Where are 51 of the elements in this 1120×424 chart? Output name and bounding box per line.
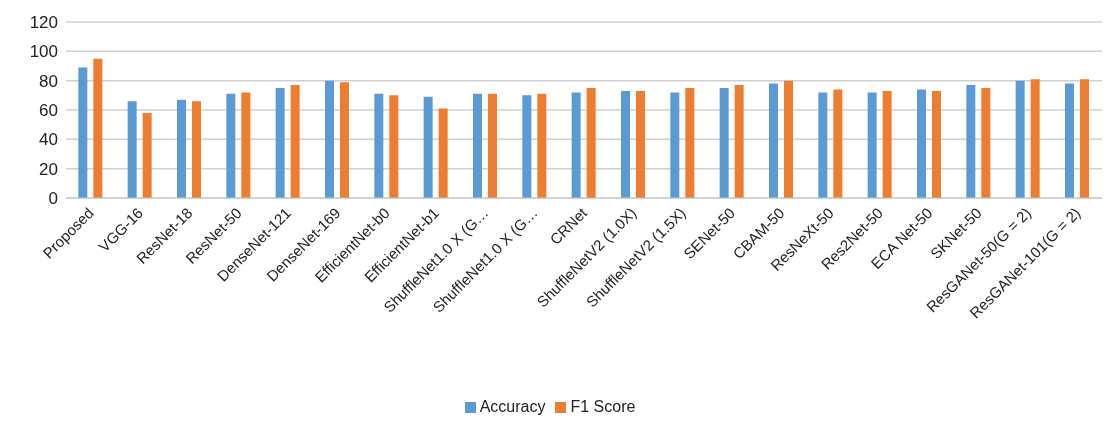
bar	[142, 112, 152, 198]
bar	[488, 93, 497, 198]
bar	[932, 90, 941, 198]
bar	[177, 99, 186, 198]
y-tick-label: 80	[39, 71, 58, 91]
y-tick-label: 100	[29, 42, 58, 62]
bar	[241, 92, 251, 198]
bar	[636, 90, 645, 198]
bar	[1065, 83, 1074, 198]
bar	[78, 67, 88, 198]
bar	[734, 85, 744, 198]
y-tick-label: 120	[29, 13, 58, 33]
y-tick-label: 20	[39, 159, 58, 179]
bar	[784, 80, 793, 198]
bar	[670, 92, 680, 198]
bar	[275, 88, 285, 198]
bar	[586, 88, 596, 198]
y-tick-label: 0	[48, 189, 58, 209]
y-tick-label: 60	[39, 101, 58, 121]
bar	[1030, 79, 1040, 198]
bar	[917, 89, 926, 198]
bar	[882, 90, 892, 198]
bar	[522, 95, 532, 198]
bar	[473, 93, 482, 198]
bar	[192, 101, 201, 198]
bar	[571, 92, 581, 198]
bar	[685, 88, 695, 198]
y-tick-label: 40	[39, 130, 58, 150]
bar	[340, 82, 349, 198]
bar	[818, 92, 828, 198]
legend-label: F1 Score	[570, 398, 636, 415]
bar	[423, 96, 433, 198]
bar	[389, 95, 399, 198]
bar	[537, 93, 547, 198]
bar	[325, 80, 334, 198]
bar	[290, 85, 300, 198]
bar	[374, 93, 384, 198]
bar	[966, 85, 976, 198]
legend-label: Accuracy	[479, 398, 546, 415]
bar	[981, 88, 991, 198]
bar	[226, 93, 236, 198]
bar	[438, 108, 448, 198]
bar	[621, 90, 630, 198]
bar	[127, 101, 137, 198]
bar	[769, 83, 778, 198]
bar	[867, 92, 877, 198]
bar	[1080, 79, 1089, 198]
bar	[93, 58, 103, 198]
bar	[1015, 80, 1025, 198]
bar	[719, 88, 729, 198]
bar	[833, 89, 843, 198]
